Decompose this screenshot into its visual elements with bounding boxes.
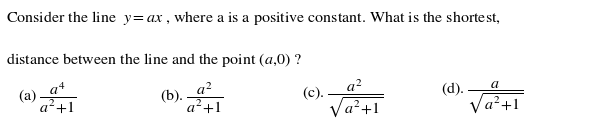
Text: (a) $\dfrac{a^4}{a^2\!+\!1}$: (a) $\dfrac{a^4}{a^2\!+\!1}$: [18, 80, 76, 115]
Text: (d). $\dfrac{a}{\sqrt{a^2\!+\!1}}$: (d). $\dfrac{a}{\sqrt{a^2\!+\!1}}$: [441, 80, 523, 116]
Text: (b). $\dfrac{a^2}{a^2\!+\!1}$: (b). $\dfrac{a^2}{a^2\!+\!1}$: [160, 80, 224, 115]
Text: distance between the line and the point $(a,\!0)$ ?: distance between the line and the point …: [6, 51, 303, 69]
Text: (c). $\dfrac{a^2}{\sqrt{a^2\!+\!1}}$: (c). $\dfrac{a^2}{\sqrt{a^2\!+\!1}}$: [302, 77, 384, 118]
Text: Consider the line  $y = ax$ , where a is a positive constant. What is the shorte: Consider the line $y = ax$ , where a is …: [6, 9, 501, 27]
